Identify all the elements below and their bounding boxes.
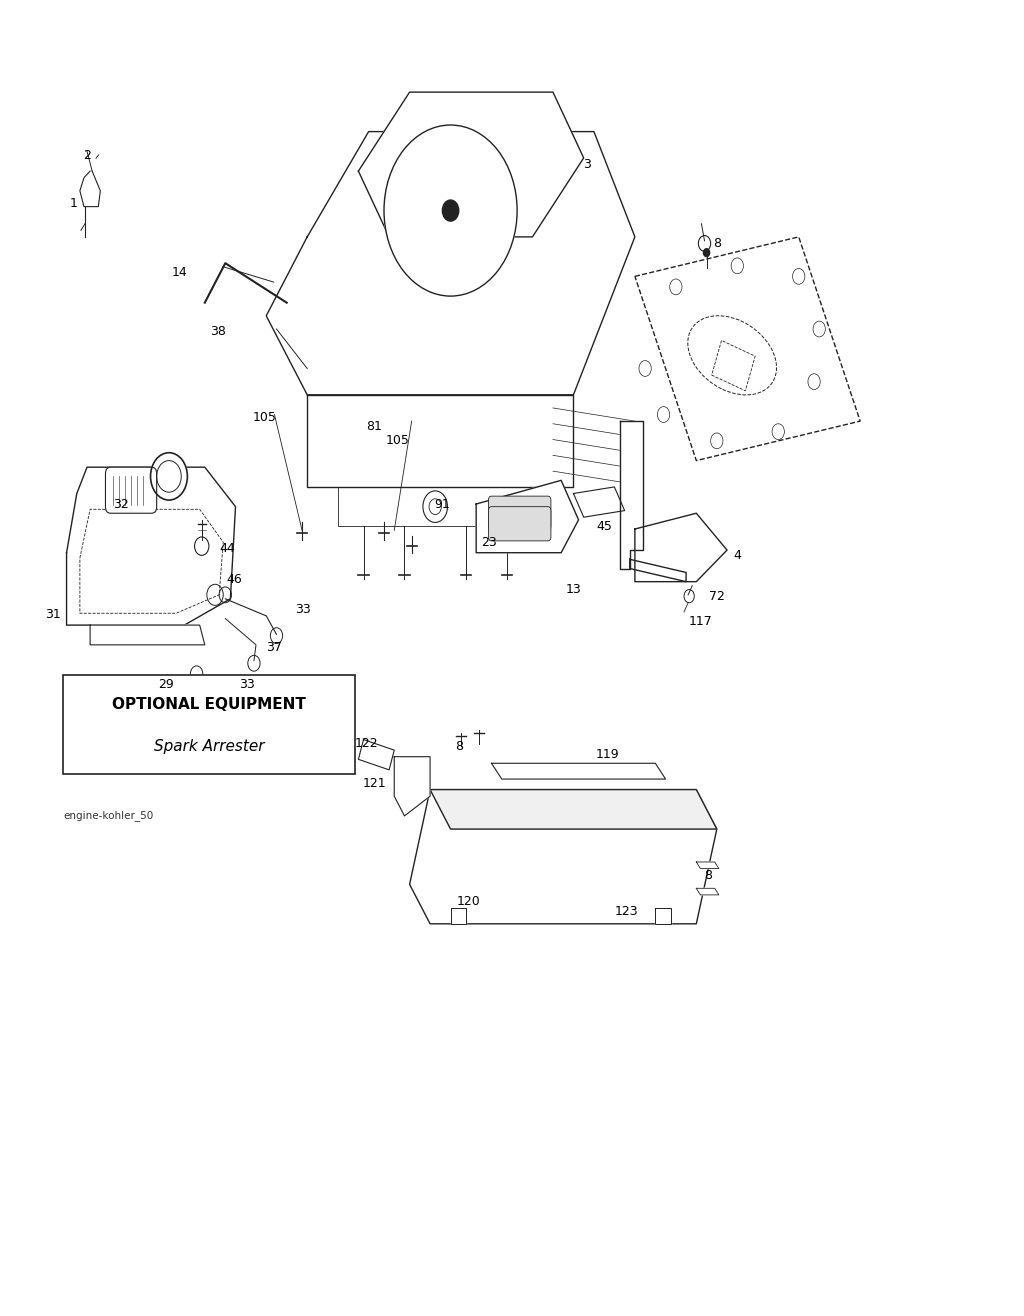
Polygon shape [80, 171, 100, 207]
Text: 105: 105 [385, 434, 410, 447]
Text: 81: 81 [366, 420, 382, 433]
Polygon shape [338, 487, 543, 526]
FancyBboxPatch shape [63, 675, 355, 774]
FancyBboxPatch shape [488, 496, 551, 530]
Polygon shape [430, 790, 717, 829]
Circle shape [151, 453, 187, 500]
Circle shape [442, 200, 459, 221]
Text: 37: 37 [266, 641, 283, 654]
Text: 33: 33 [239, 678, 255, 691]
Text: 44: 44 [219, 542, 236, 555]
Polygon shape [476, 480, 579, 553]
Text: 1: 1 [70, 197, 78, 211]
Text: 45: 45 [596, 520, 612, 533]
Circle shape [423, 491, 447, 522]
Polygon shape [655, 908, 671, 924]
Polygon shape [573, 487, 625, 517]
Text: 14: 14 [171, 266, 187, 279]
Text: 2: 2 [83, 149, 91, 162]
Text: 122: 122 [354, 737, 379, 750]
Text: 119: 119 [595, 747, 620, 761]
Bar [712, 341, 755, 391]
Text: 23: 23 [481, 536, 498, 549]
Polygon shape [492, 763, 666, 779]
FancyBboxPatch shape [488, 507, 551, 541]
Circle shape [703, 249, 710, 257]
Text: 123: 123 [614, 905, 639, 919]
Text: 32: 32 [113, 497, 129, 511]
Polygon shape [307, 395, 573, 487]
Polygon shape [620, 421, 643, 569]
Text: 8: 8 [455, 740, 463, 753]
Circle shape [384, 125, 517, 296]
Text: 91: 91 [434, 497, 451, 511]
Text: 117: 117 [688, 615, 713, 628]
Text: 120: 120 [457, 895, 481, 908]
Polygon shape [358, 92, 584, 237]
Polygon shape [90, 625, 205, 645]
Text: 8: 8 [705, 869, 713, 882]
Text: 105: 105 [252, 411, 276, 424]
Text: 72: 72 [709, 590, 725, 603]
FancyBboxPatch shape [105, 467, 157, 513]
Polygon shape [67, 467, 236, 625]
Polygon shape [630, 559, 686, 582]
Text: engine-kohler_50: engine-kohler_50 [63, 811, 154, 821]
Text: 29: 29 [158, 678, 174, 691]
Text: 31: 31 [45, 608, 61, 621]
Polygon shape [635, 237, 860, 461]
Polygon shape [358, 740, 394, 770]
Polygon shape [266, 132, 635, 395]
Text: Spark Arrester: Spark Arrester [155, 738, 264, 754]
Text: OPTIONAL EQUIPMENT: OPTIONAL EQUIPMENT [113, 697, 306, 712]
Text: 13: 13 [565, 583, 582, 596]
Text: 38: 38 [210, 325, 226, 338]
Text: 8: 8 [713, 237, 721, 250]
Text: 46: 46 [226, 572, 243, 586]
Polygon shape [696, 862, 719, 869]
Text: 4: 4 [733, 549, 741, 562]
Polygon shape [394, 757, 430, 816]
Polygon shape [410, 790, 717, 924]
Polygon shape [451, 908, 466, 924]
Polygon shape [635, 513, 727, 582]
Text: 121: 121 [362, 776, 387, 790]
Text: 33: 33 [295, 603, 311, 616]
Polygon shape [696, 888, 719, 895]
Text: 3: 3 [583, 158, 591, 171]
